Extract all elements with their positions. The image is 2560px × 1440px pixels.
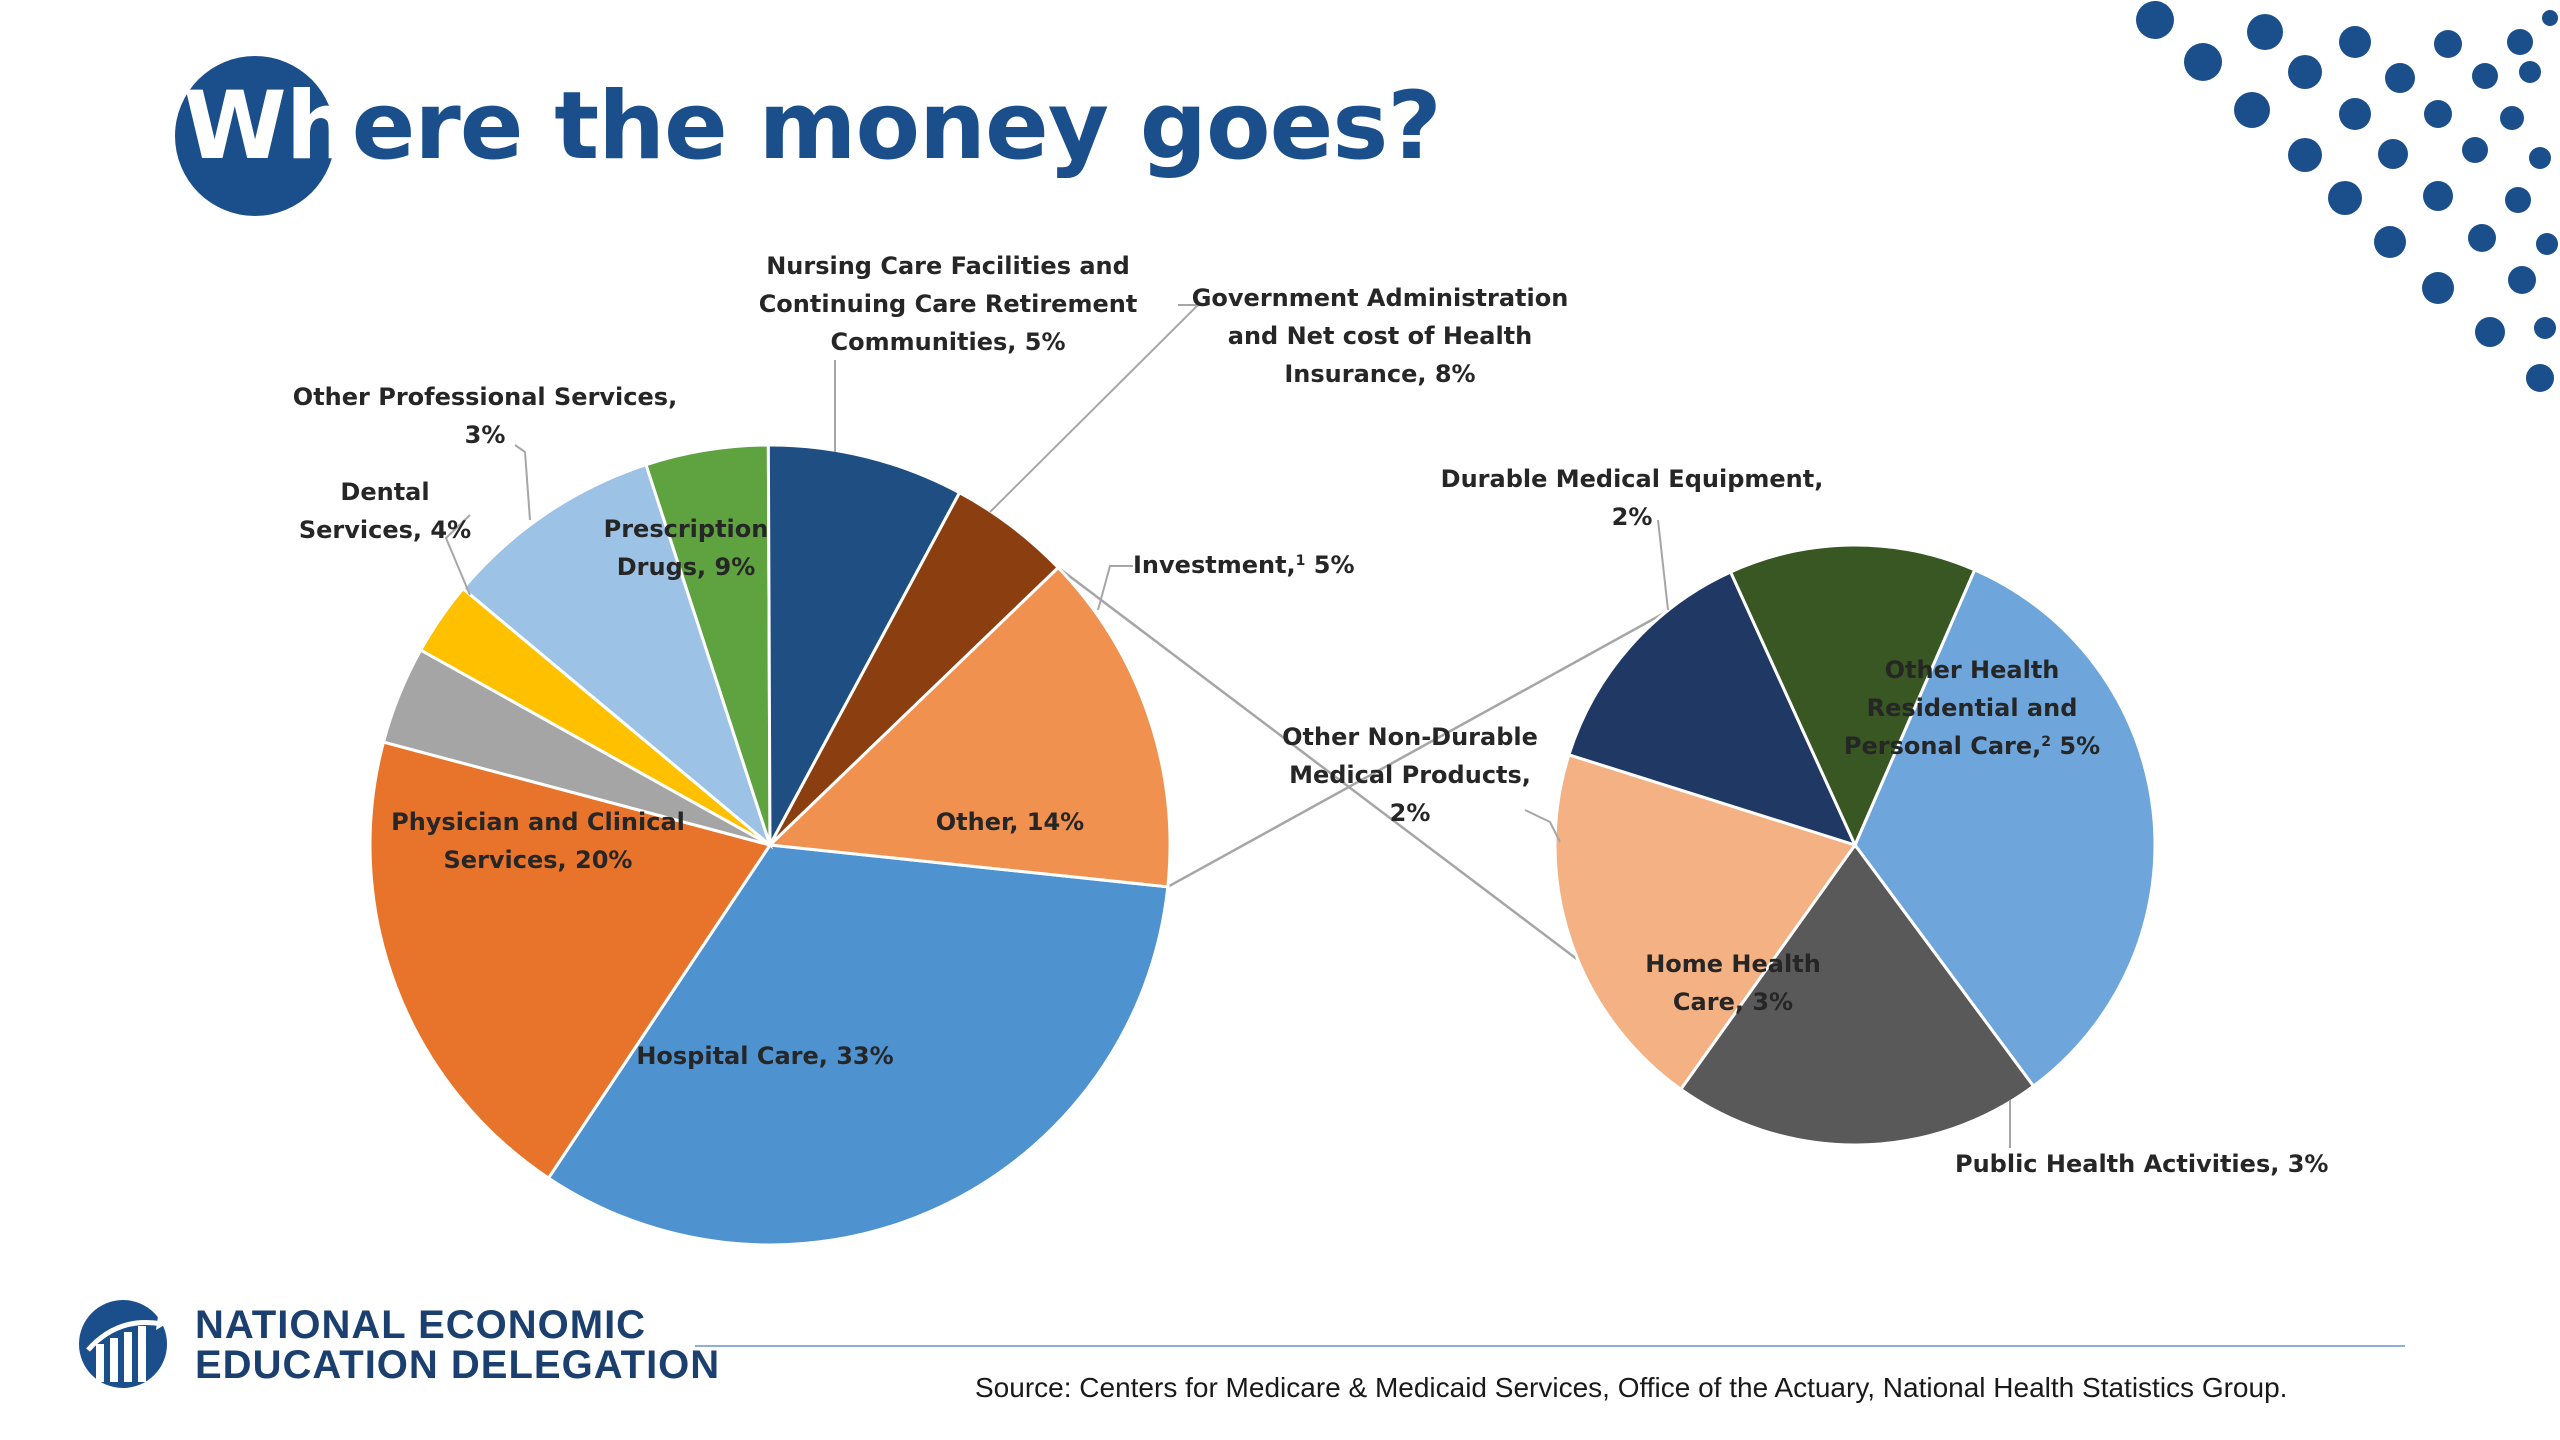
decorative-dot: [2508, 266, 2536, 294]
label-home-health: Home Health Care, 3%: [1645, 950, 1821, 1016]
leader-government-admin: [989, 304, 1201, 513]
label-public-health: Public Health Activities, 3%: [1955, 1150, 2328, 1178]
label-dental: Dental Services, 4%: [299, 478, 471, 544]
main-pie-slice-1: [368, 740, 773, 1181]
decorative-dot: [2472, 63, 2498, 89]
label-durable-equipment: Durable Medical Equipment, 2%: [1441, 465, 1824, 531]
slice-labels: Hospital Care, 33% Physician and Clinical…: [293, 252, 2329, 1178]
breakdown-pie-slice-3: [1566, 570, 1858, 848]
decorative-dot: [2475, 317, 2505, 347]
footer-divider: [695, 1345, 2405, 1347]
decorative-dot: [2422, 272, 2454, 304]
label-non-durable: Other Non-Durable Medical Products, 2%: [1282, 723, 1538, 827]
main-pie-slice-4: [460, 462, 774, 850]
breakdown-pie-chart: [1553, 543, 2157, 1147]
main-pie-slice-0: [546, 843, 1170, 1247]
title-highlight: Wh: [183, 72, 353, 181]
org-name-line1: NATIONAL ECONOMIC: [195, 1303, 647, 1347]
page-title: Where the money goes?: [183, 72, 1442, 181]
decorative-dot: [2288, 55, 2322, 89]
label-other: Other, 14%: [936, 808, 1084, 836]
leader-investment: [1097, 565, 1133, 611]
decorative-dot: [2385, 63, 2415, 93]
label-other-professional: Other Professional Services, 3%: [293, 383, 677, 449]
decorative-dot: [2529, 147, 2551, 169]
decorative-dot: [2374, 226, 2406, 258]
leader-durable-equipment: [1657, 519, 1669, 611]
label-other-health-residential: Other Health Residential and Personal Care…: [1844, 656, 2100, 760]
decorative-dot: [2184, 43, 2222, 81]
label-nursing-care: Nursing Care Facilities and Continuing Ca…: [759, 252, 1138, 356]
breakdown-pie-slice-4: [1728, 543, 1977, 849]
label-prescription-drugs: Prescription Drugs, 9%: [604, 515, 769, 581]
decorative-dot: [2526, 364, 2554, 392]
decorative-dot: [2424, 100, 2452, 128]
decorative-dot: [2247, 14, 2283, 50]
leader-non-durable: [1524, 809, 1561, 843]
decorative-dot: [2423, 181, 2453, 211]
leader-other-professional: [514, 444, 531, 521]
decorative-dot: [2542, 10, 2558, 26]
title-rest: ere the money goes?: [351, 72, 1442, 181]
main-pie-slice-6: [766, 443, 962, 846]
leader-dental: [444, 514, 471, 596]
org-name: NATIONAL ECONOMIC EDUCATION DELEGATION: [195, 1305, 720, 1385]
label-government-admin: Government Administration and Net cost of…: [1192, 284, 1569, 388]
org-logo-icon: [79, 1300, 167, 1388]
decorative-dot: [2536, 233, 2558, 255]
label-physician-clinical: Physician and Clinical Services, 20%: [391, 808, 685, 874]
breakdown-pie-slice-0: [1853, 567, 2157, 1089]
decorative-dot-pattern: [2136, 1, 2558, 392]
decorative-dot: [2328, 181, 2362, 215]
decorative-dot: [2339, 98, 2371, 130]
decorative-dot: [2519, 61, 2541, 83]
leader-lines: [444, 304, 2011, 1148]
title-badge-circle: [175, 56, 335, 216]
connector-line-top: [1167, 561, 1756, 888]
decorative-dot: [2462, 137, 2488, 163]
decorative-dot: [2288, 138, 2322, 172]
decorative-dot: [2507, 29, 2533, 55]
decorative-dot: [2234, 92, 2270, 128]
decorative-dot: [2500, 106, 2524, 130]
source-note: Source: Centers for Medicare & Medicaid …: [975, 1372, 2288, 1403]
org-name-line2: EDUCATION DELEGATION: [195, 1343, 721, 1387]
decorative-dot: [2534, 317, 2556, 339]
decorative-dot: [2136, 1, 2174, 39]
label-hospital-care: Hospital Care, 33%: [636, 1042, 893, 1070]
breakdown-pie-slice-2: [1553, 752, 1858, 1092]
main-pie-chart: [368, 443, 1172, 1247]
decorative-dot: [2339, 26, 2371, 58]
decorative-dot: [2434, 30, 2462, 58]
decorative-dot: [2378, 139, 2408, 169]
decorative-dot: [2468, 224, 2496, 252]
label-investment: Investment,1 5%: [1133, 551, 1355, 579]
breakdown-pie-slice-1: [1678, 842, 2036, 1147]
main-pie-slice-8: [766, 565, 1172, 889]
decorative-dot: [2505, 187, 2531, 213]
